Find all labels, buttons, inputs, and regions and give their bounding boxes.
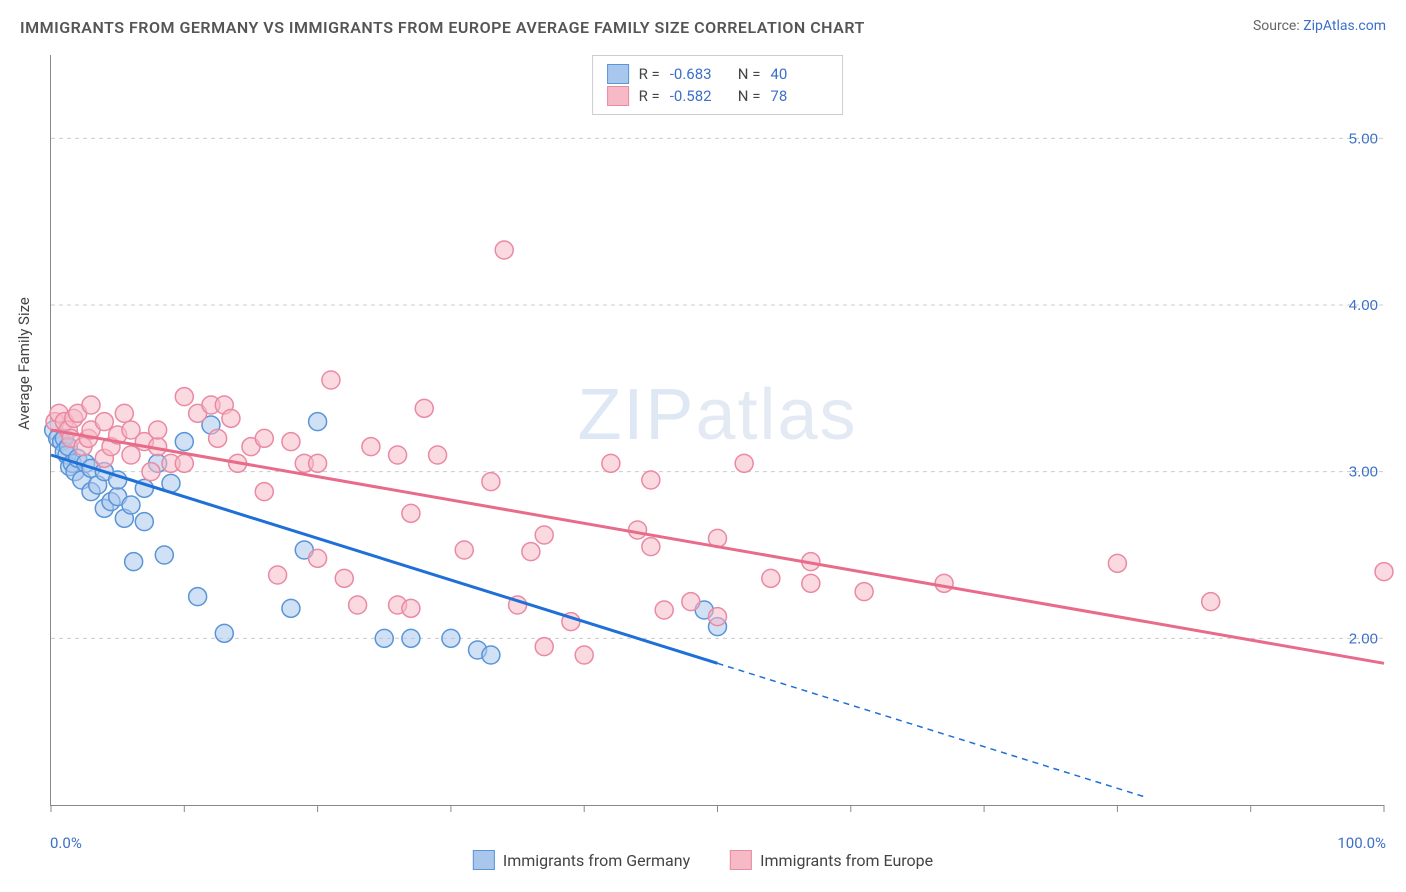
legend-swatch-europe — [607, 86, 629, 106]
legend-r-label: R = — [639, 87, 660, 105]
legend-r-value: -0.683 — [670, 65, 728, 83]
legend-row: R = -0.582 N = 78 — [607, 86, 829, 106]
chart-svg: 2.00 3.00 4.00 5.00 — [51, 55, 1384, 805]
legend-item: Immigrants from Europe — [730, 850, 933, 870]
chart-plot-area: ZIPatlas R = -0.683 N = 40 R = -0.582 N … — [50, 55, 1384, 806]
legend-n-label: N = — [738, 65, 761, 83]
legend-label: Immigrants from Europe — [760, 851, 933, 870]
svg-text:4.00: 4.00 — [1349, 297, 1378, 314]
legend-n-value: 78 — [770, 87, 828, 105]
source-label: Source: ZipAtlas.com — [1253, 18, 1386, 34]
legend-swatch-germany — [607, 64, 629, 84]
series-legend: Immigrants from Germany Immigrants from … — [473, 850, 933, 870]
svg-text:2.00: 2.00 — [1349, 630, 1378, 647]
legend-swatch-germany — [473, 850, 495, 870]
legend-r-value: -0.582 — [670, 87, 728, 105]
x-tick-min: 0.0% — [50, 834, 82, 852]
legend-label: Immigrants from Germany — [503, 851, 690, 870]
source-link[interactable]: ZipAtlas.com — [1303, 18, 1386, 34]
legend-r-label: R = — [639, 65, 660, 83]
y-axis-label: Average Family Size — [15, 297, 33, 430]
legend-item: Immigrants from Germany — [473, 850, 690, 870]
svg-text:3.00: 3.00 — [1349, 464, 1378, 481]
legend-row: R = -0.683 N = 40 — [607, 64, 829, 84]
legend-swatch-europe — [730, 850, 752, 870]
legend-n-value: 40 — [770, 65, 828, 83]
x-tick-max: 100.0% — [1337, 834, 1386, 852]
source-prefix: Source: — [1253, 18, 1303, 34]
correlation-legend: R = -0.683 N = 40 R = -0.582 N = 78 — [592, 55, 844, 115]
svg-text:5.00: 5.00 — [1349, 130, 1378, 147]
legend-n-label: N = — [738, 87, 761, 105]
chart-title: IMMIGRANTS FROM GERMANY VS IMMIGRANTS FR… — [20, 18, 865, 37]
